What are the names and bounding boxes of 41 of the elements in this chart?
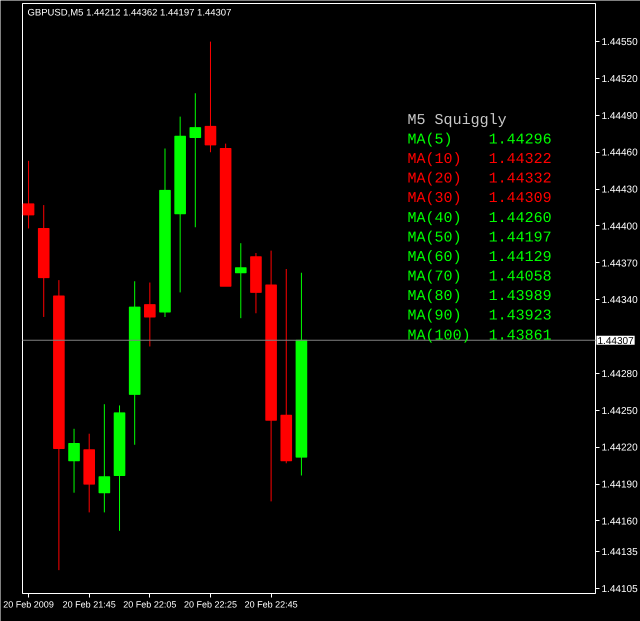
annotation: MA(80) 1.43989	[408, 288, 552, 306]
y-tick-label: 1.44550	[602, 37, 638, 48]
y-tick-label: 1.44460	[602, 148, 638, 159]
y-tick-label: 1.44250	[602, 406, 638, 417]
annotation: M5 Squiggly	[408, 112, 507, 129]
x-tick-label: 20 Feb 22:25	[184, 600, 237, 610]
y-tick-label: 1.44190	[602, 480, 638, 491]
annotation: MA(5) 1.44296	[408, 131, 552, 148]
annotation: MA(30) 1.44309	[408, 190, 552, 208]
candlestick	[22, 160, 34, 229]
annotation: MA(50) 1.44197	[408, 229, 552, 246]
y-tick-label: 1.44280	[602, 368, 638, 380]
y-tick-label: 1.44400	[602, 221, 638, 232]
candlestick	[144, 282, 156, 347]
annotation: MA(60) 1.44129	[408, 248, 552, 266]
annotation: MA(10) 1.44322	[408, 150, 552, 168]
x-tick-label: 20 Feb 22:45	[244, 600, 298, 610]
candlestick	[234, 242, 247, 319]
candlestick	[98, 404, 110, 513]
candlestick	[68, 428, 80, 494]
x-tick-label: 20 Feb 21:45	[62, 600, 116, 610]
annotation: MA(70) 1.44058	[408, 268, 552, 286]
y-tick-label: 1.44490	[602, 110, 638, 122]
y-tick-label: 1.44220	[602, 442, 638, 454]
chart-title: GBPUSD,M5 1.44212 1.44362 1.44197 1.44307	[28, 8, 232, 18]
y-tick-label: 1.44135	[602, 547, 638, 558]
annotation: MA(90) 1.43923	[408, 308, 552, 325]
y-tick-label: 1.44520	[602, 74, 638, 85]
annotation: MA(100) 1.43861	[408, 327, 552, 344]
x-tick-label: 20 Feb 2009	[3, 600, 54, 610]
y-tick-label: 1.44105	[602, 584, 638, 596]
annotation: MA(20) 1.44332	[408, 170, 552, 188]
y-tick-label: 1.44340	[602, 295, 638, 306]
candlestick	[190, 92, 202, 228]
y-tick-label: 1.44430	[602, 184, 638, 196]
annotation: MA(40) 1.44260	[408, 210, 552, 227]
candlestick	[204, 41, 216, 153]
ref-line-label: 1.44307	[598, 336, 634, 347]
y-tick-label: 1.44370	[602, 258, 638, 270]
x-tick-label: 20 Feb 22:05	[123, 600, 176, 610]
y-tick-label: 1.44160	[602, 516, 638, 528]
